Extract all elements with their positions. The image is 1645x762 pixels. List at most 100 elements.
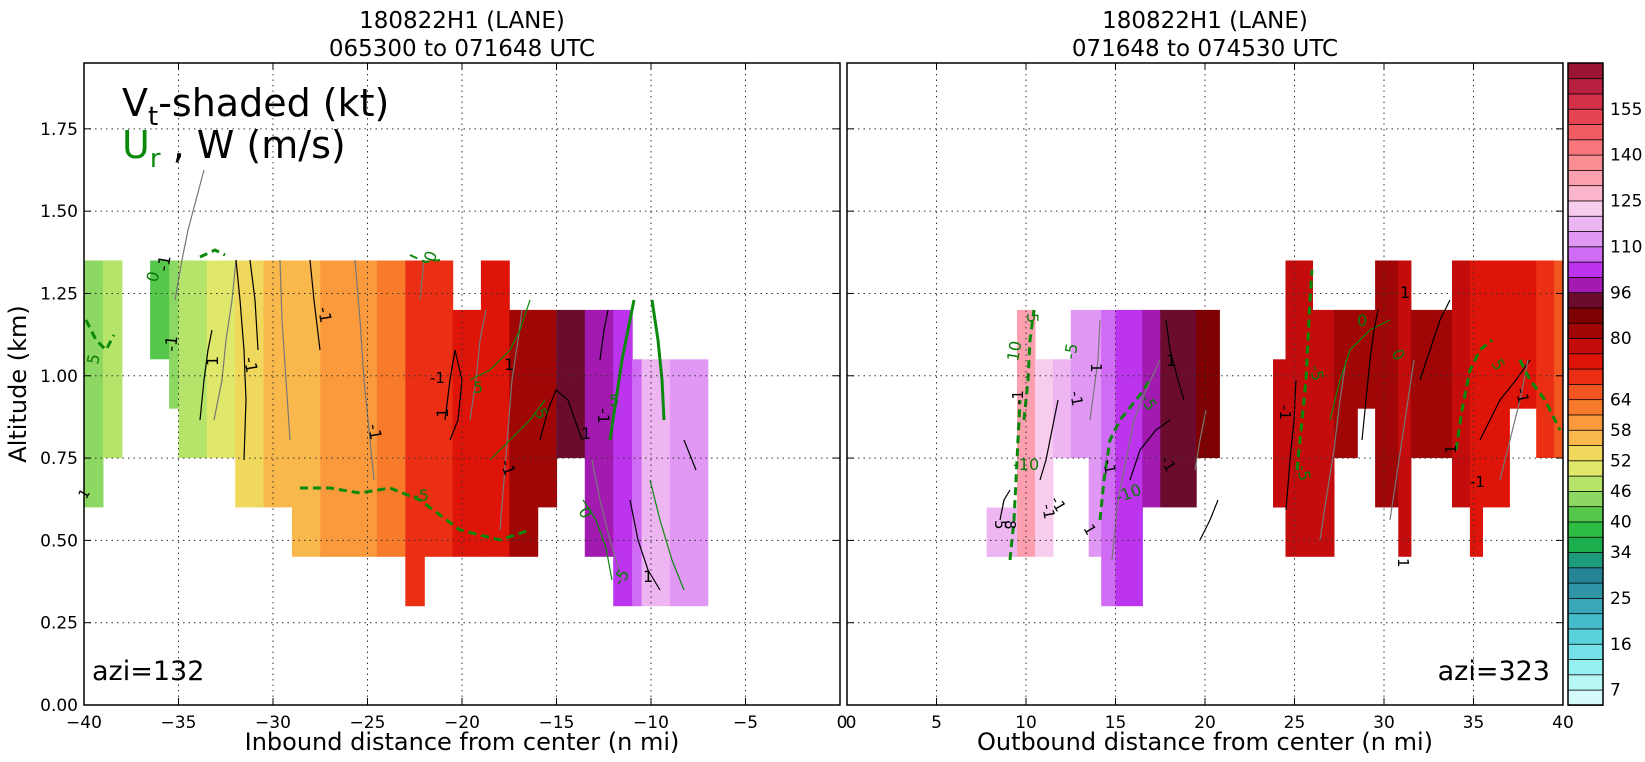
x-tick-label: 40 bbox=[1552, 713, 1574, 733]
colorbar-cell bbox=[1567, 429, 1604, 446]
shaded-cell bbox=[1196, 309, 1220, 459]
shaded-cell bbox=[1554, 260, 1563, 458]
left-x-axis-label: Inbound distance from center (n mi) bbox=[245, 728, 680, 756]
shaded-cell bbox=[1160, 309, 1197, 508]
colorbar-tick-label: 64 bbox=[1610, 390, 1632, 410]
colorbar-cell bbox=[1567, 353, 1604, 370]
colorbar-cell bbox=[1567, 139, 1604, 156]
left-y-tick-labels: 0.00 0.25 0.50 0.75 1.00 1.25 1.50 1.75 bbox=[40, 120, 78, 716]
contour-line bbox=[213, 259, 237, 421]
x-tick-label: −30 bbox=[255, 713, 291, 733]
left-x-tick-labels: −40 −35 −30 −25 −20 −15 −10 −5 0 bbox=[66, 713, 847, 733]
x-tick-label: −10 bbox=[633, 713, 669, 733]
shaded-cell bbox=[1312, 309, 1335, 557]
x-tick-label: −15 bbox=[539, 713, 575, 733]
contour-line bbox=[279, 259, 291, 441]
contour-line-dashed bbox=[84, 319, 116, 353]
colorbar-cell bbox=[1567, 475, 1604, 492]
left-shaded-field bbox=[84, 260, 709, 607]
colorbar-cell bbox=[1567, 398, 1604, 416]
shaded-cell bbox=[632, 359, 643, 607]
colorbar-cell bbox=[1567, 612, 1604, 630]
contour-label: -1 bbox=[1470, 473, 1485, 491]
contour-line bbox=[199, 329, 213, 421]
colorbar-tick-label: 52 bbox=[1610, 451, 1632, 471]
right-x-tick-labels: 0 5 10 15 20 25 30 35 40 bbox=[846, 713, 1574, 733]
contour-line bbox=[1039, 399, 1059, 481]
contour-label: 1 bbox=[643, 567, 653, 586]
contour-line bbox=[1165, 319, 1185, 401]
shaded-cell bbox=[1398, 260, 1412, 557]
contour-label: 1 bbox=[433, 408, 452, 418]
contour-line bbox=[591, 459, 623, 581]
right-title-line1: 180822H1 (LANE) bbox=[1102, 8, 1308, 34]
contour-label: 5 bbox=[609, 391, 619, 410]
contour-label: 1 bbox=[203, 356, 222, 366]
left-annotation: azi=132 bbox=[92, 656, 204, 687]
contour-label: -5 bbox=[1306, 363, 1327, 382]
x-tick-label: −20 bbox=[444, 713, 480, 733]
x-tick-label: 30 bbox=[1373, 713, 1395, 733]
y-tick-label: 1.75 bbox=[40, 120, 78, 140]
contour-line bbox=[469, 299, 531, 381]
contour-line bbox=[1319, 359, 1347, 541]
shaded-cell bbox=[1536, 260, 1555, 458]
x-tick-label: 0 bbox=[837, 713, 848, 733]
contour-label: -1 bbox=[1276, 405, 1294, 420]
colorbar-cell bbox=[1567, 368, 1604, 385]
colorbar-cell bbox=[1567, 582, 1604, 599]
colorbar-cell bbox=[1567, 230, 1604, 248]
x-tick-label: 0 bbox=[846, 713, 857, 733]
shaded-cell bbox=[169, 260, 180, 409]
colorbar-tick-label: 80 bbox=[1610, 329, 1632, 349]
colorbar-tick-label: 140 bbox=[1610, 146, 1642, 166]
colorbar-frame bbox=[1567, 62, 1604, 706]
right-panel: 180822H1 (LANE) 071648 to 074530 UTC 5 1… bbox=[846, 8, 1574, 756]
contour-line-dashed bbox=[1098, 379, 1152, 521]
contour-line-dashed bbox=[1022, 309, 1036, 421]
shaded-cell bbox=[1115, 309, 1143, 607]
contour-line bbox=[235, 259, 247, 461]
colorbar-cell bbox=[1567, 93, 1604, 110]
contour-line bbox=[582, 499, 613, 581]
colorbar-cell bbox=[1567, 215, 1604, 232]
contour-label: 5 bbox=[473, 378, 483, 397]
legend-line1: Vt-shaded (kt) bbox=[122, 81, 389, 132]
contour-label: -1 bbox=[1512, 387, 1532, 405]
x-tick-label: 15 bbox=[1105, 713, 1127, 733]
colorbar-cell bbox=[1567, 567, 1604, 584]
colorbar: 155 140 125 110 96 80 64 58 52 46 40 34 25 16 7 bbox=[1567, 62, 1642, 706]
colorbar-tick-label: 25 bbox=[1610, 589, 1632, 609]
contour-line-dashed bbox=[1454, 338, 1493, 451]
colorbar-cell bbox=[1567, 414, 1604, 431]
x-tick-label: 35 bbox=[1463, 713, 1485, 733]
left-panel: 180822H1 (LANE) 065300 to 071648 UTC 0 -… bbox=[4, 8, 847, 756]
shaded-cell bbox=[1273, 359, 1287, 508]
colorbar-tick-label: 34 bbox=[1610, 543, 1632, 563]
contour-line bbox=[1199, 499, 1219, 541]
right-ticks bbox=[846, 63, 1564, 706]
contour-line bbox=[650, 299, 666, 421]
contour-line bbox=[1419, 299, 1451, 381]
contour-line bbox=[1111, 359, 1161, 561]
colorbar-cell bbox=[1567, 169, 1604, 187]
contour-label: 1 bbox=[1394, 558, 1412, 568]
shaded-cell bbox=[320, 260, 350, 557]
contour-label: -5 bbox=[1060, 342, 1081, 361]
colorbar-cell bbox=[1567, 307, 1604, 324]
contour-label: -1 bbox=[430, 369, 445, 387]
shaded-cell bbox=[1101, 309, 1117, 607]
right-contour-labels: 5 10 -1 -1 -5 1 -1 -5 -1 -1 -10 -10 5 8 … bbox=[991, 283, 1532, 568]
contour-label: -1 bbox=[364, 422, 385, 441]
contour-line bbox=[489, 399, 546, 461]
contour-label: 5 bbox=[1023, 313, 1042, 323]
right-contours bbox=[999, 269, 1562, 561]
colorbar-tick-label: 125 bbox=[1610, 192, 1642, 212]
colorbar-tick-label: 58 bbox=[1610, 421, 1632, 441]
colorbar-cell bbox=[1567, 628, 1604, 645]
contour-line bbox=[999, 489, 1011, 521]
shaded-cell bbox=[1052, 359, 1072, 459]
shaded-cell bbox=[1333, 309, 1358, 459]
contour-label: -1 bbox=[496, 457, 519, 478]
